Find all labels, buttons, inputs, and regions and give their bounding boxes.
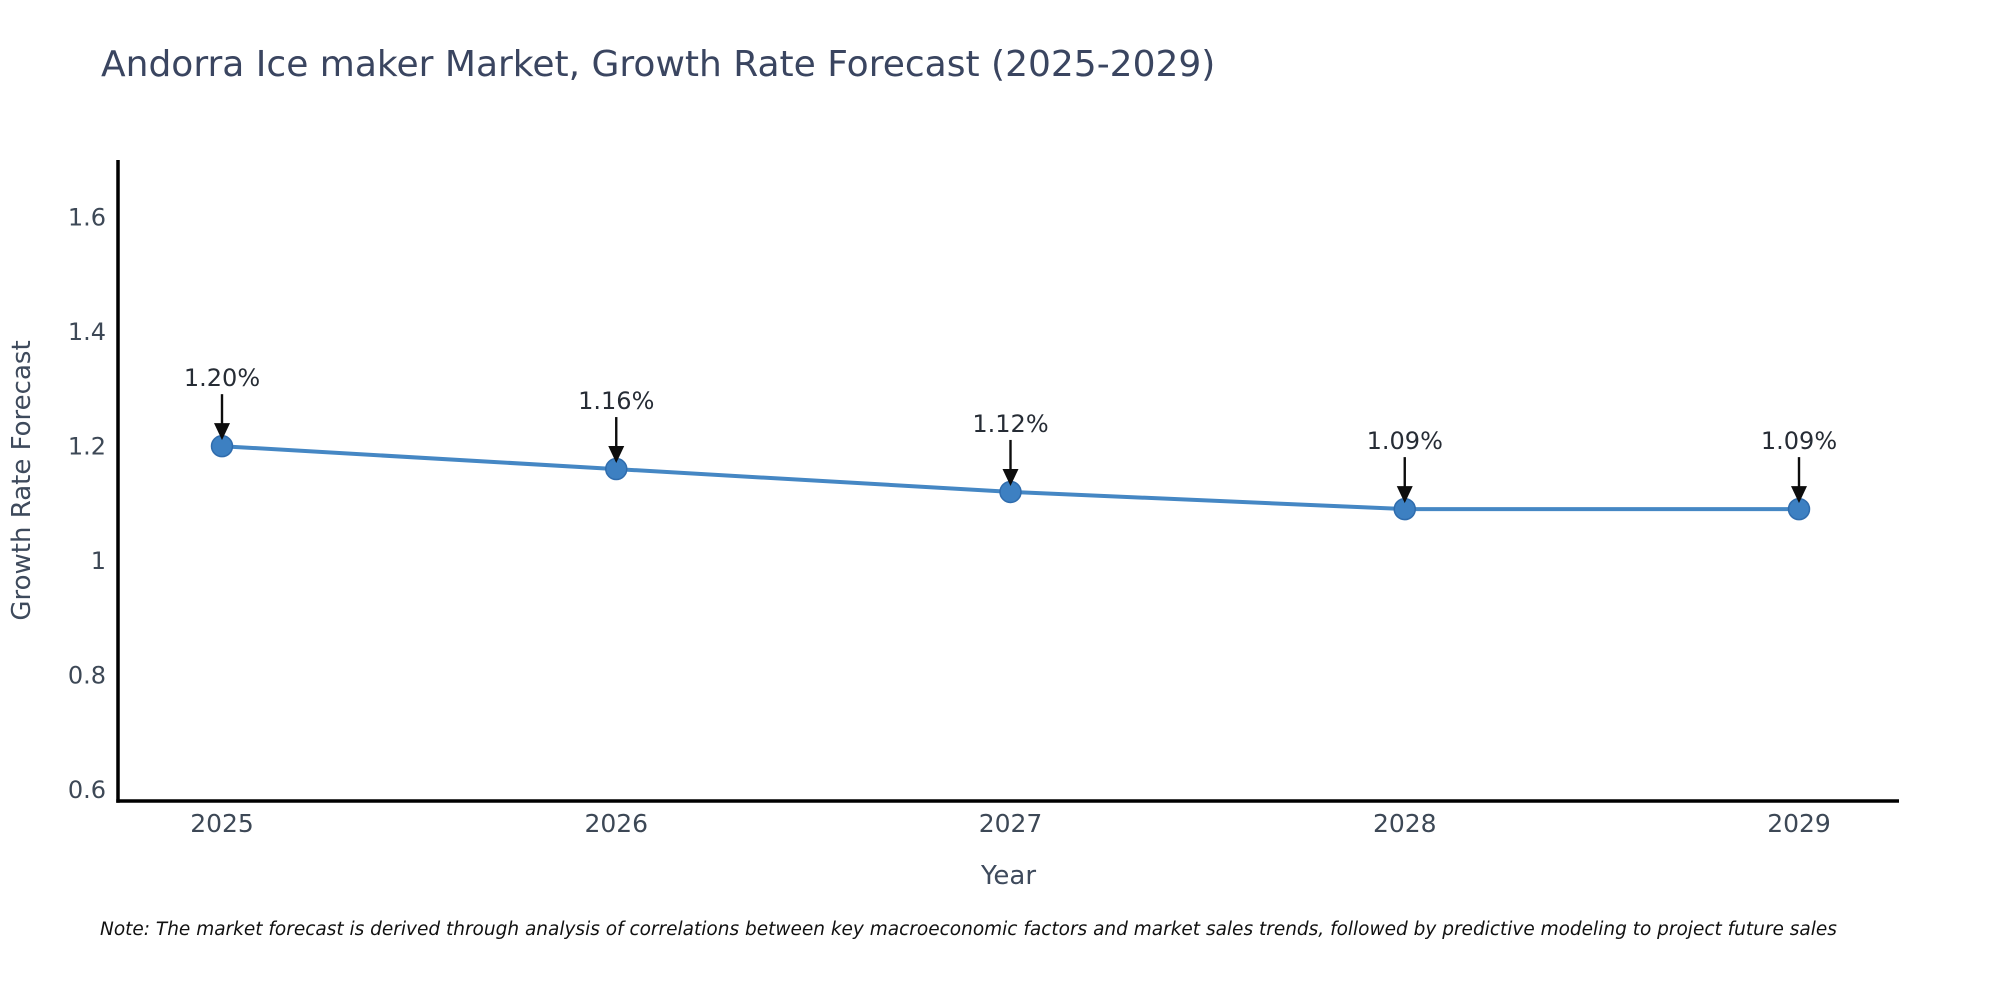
footnote: Note: The market forecast is derived thr… [100, 919, 1837, 940]
x-axis-title: Year [980, 861, 1036, 891]
y-tick-label: 1 [91, 547, 106, 575]
point-value-label: 1.16% [578, 387, 654, 415]
annotation-arrowhead-icon [1791, 486, 1807, 504]
point-value-label: 1.09% [1761, 427, 1837, 455]
y-tick-label: 1.2 [68, 433, 106, 461]
chart-title: Andorra Ice maker Market, Growth Rate Fo… [101, 44, 1216, 85]
y-tick-label: 0.6 [68, 776, 106, 804]
point-value-label: 1.09% [1367, 427, 1443, 455]
x-tick-label: 2026 [584, 809, 648, 838]
x-tick-label: 2027 [979, 809, 1043, 838]
annotation-arrowhead-icon [608, 446, 625, 464]
y-tick-label: 1.4 [68, 318, 106, 346]
y-tick-label: 1.6 [68, 204, 106, 232]
y-axis-title: Growth Rate Forecast [7, 340, 37, 620]
annotation-arrowhead-icon [214, 423, 230, 441]
x-tick-label: 2029 [1767, 809, 1831, 838]
x-tick-label: 2028 [1373, 809, 1437, 838]
point-value-label: 1.20% [184, 364, 260, 392]
annotation-arrowhead-icon [1396, 486, 1413, 504]
annotation-arrowhead-icon [1002, 468, 1019, 486]
y-tick-label: 0.8 [68, 662, 106, 690]
x-tick-label: 2025 [190, 809, 254, 838]
point-value-label: 1.12% [972, 410, 1048, 438]
